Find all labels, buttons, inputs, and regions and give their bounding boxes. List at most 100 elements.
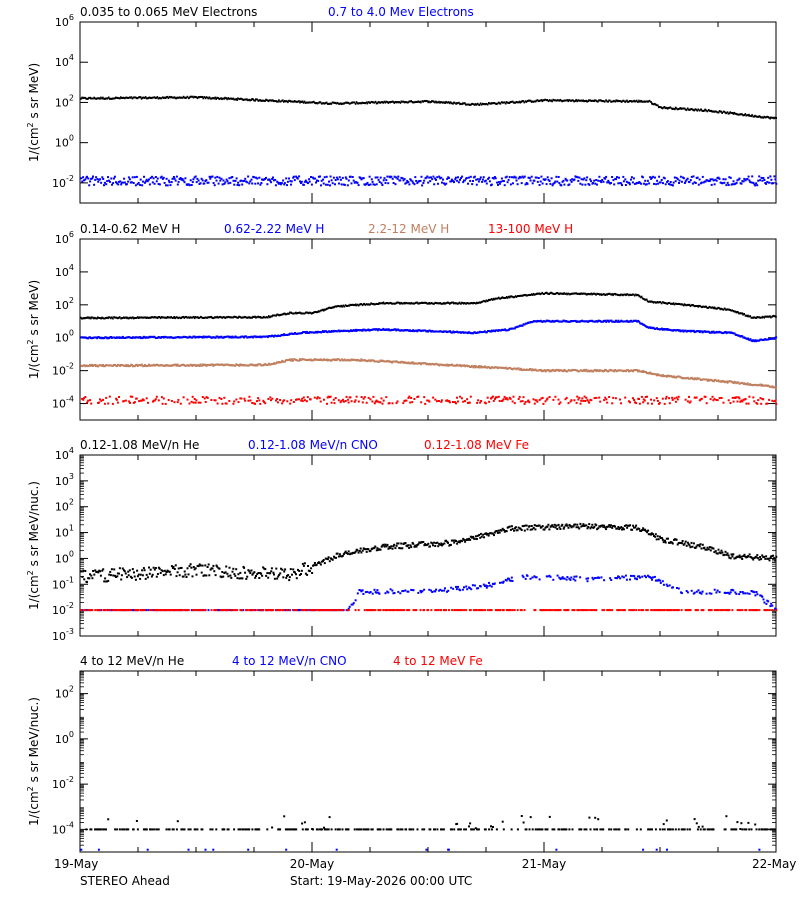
data-point <box>519 176 522 179</box>
data-point <box>741 312 744 315</box>
data-point <box>186 567 189 570</box>
data-point <box>395 176 398 179</box>
data-point <box>654 301 656 304</box>
data-point <box>709 398 712 401</box>
data-point <box>475 538 478 540</box>
data-point <box>671 302 674 305</box>
data-point <box>418 541 421 544</box>
data-point <box>546 397 549 400</box>
data-point <box>145 178 148 181</box>
data-point <box>253 176 255 179</box>
data-point <box>91 177 94 180</box>
data-point <box>435 100 437 103</box>
data-point <box>580 369 583 372</box>
data-point <box>554 180 557 183</box>
data-point <box>127 96 130 99</box>
data-point <box>250 363 253 366</box>
data-point <box>638 402 641 405</box>
data-point <box>562 527 565 530</box>
data-point <box>203 96 205 99</box>
data-point <box>187 316 190 319</box>
data-point <box>643 100 646 103</box>
data-point <box>285 359 287 362</box>
data-point <box>233 315 235 318</box>
data-point <box>98 364 101 367</box>
data-point <box>643 182 646 185</box>
data-point <box>742 555 745 557</box>
data-point <box>625 524 628 527</box>
data-point <box>110 336 113 339</box>
data-point <box>478 534 481 536</box>
data-point <box>708 180 711 182</box>
data-point <box>277 313 279 316</box>
y-tick-label: 104 <box>55 263 74 279</box>
data-point <box>601 179 604 181</box>
data-point <box>84 317 86 320</box>
data-point <box>91 316 93 319</box>
data-point <box>690 304 693 307</box>
data-point <box>273 179 275 182</box>
data-point <box>769 175 772 178</box>
data-point <box>633 182 636 185</box>
data-point <box>288 177 290 180</box>
data-point <box>727 308 730 311</box>
data-point <box>455 540 458 542</box>
data-point <box>746 178 749 181</box>
data-point <box>497 183 499 186</box>
data-point <box>559 98 561 101</box>
data-point <box>611 369 613 372</box>
data-point <box>512 395 515 398</box>
data-point <box>770 178 773 181</box>
data-point <box>426 100 428 103</box>
data-point <box>693 109 696 112</box>
data-point <box>517 177 520 180</box>
data-point <box>248 570 251 573</box>
data-point <box>539 180 542 183</box>
data-point <box>694 108 697 111</box>
data-point <box>123 570 126 573</box>
data-point <box>554 99 557 102</box>
data-point <box>385 302 387 305</box>
data-point <box>757 179 760 182</box>
data-point <box>629 293 631 296</box>
data-point <box>591 293 593 296</box>
data-point <box>670 329 673 332</box>
data-point <box>438 542 441 545</box>
data-point <box>384 101 387 104</box>
data-point <box>501 399 504 402</box>
data-point <box>534 528 537 531</box>
data-point <box>705 402 708 405</box>
data-point <box>235 568 238 571</box>
data-point <box>582 399 585 402</box>
data-point <box>171 567 174 569</box>
data-point <box>603 293 605 296</box>
data-point <box>140 97 143 100</box>
data-point <box>633 399 636 401</box>
data-point <box>444 102 446 104</box>
data-point <box>160 175 163 178</box>
data-point <box>292 401 295 403</box>
data-point <box>605 528 608 531</box>
data-point <box>135 317 137 319</box>
data-point <box>765 116 767 119</box>
data-point <box>316 179 318 182</box>
data-point <box>363 396 366 399</box>
data-point <box>141 574 144 577</box>
data-point <box>81 397 84 400</box>
data-point <box>205 396 208 399</box>
data-point <box>314 177 317 180</box>
data-point <box>370 302 372 305</box>
data-point <box>374 360 377 363</box>
data-point <box>663 302 666 304</box>
data-point <box>506 398 509 401</box>
data-point <box>445 100 447 103</box>
data-point <box>279 183 282 186</box>
data-point <box>563 368 566 371</box>
data-point <box>681 540 684 542</box>
data-point <box>473 537 476 540</box>
data-point <box>541 396 544 399</box>
data-point <box>409 401 412 404</box>
data-point <box>380 101 383 104</box>
data-point <box>603 319 605 322</box>
data-point <box>603 524 606 527</box>
